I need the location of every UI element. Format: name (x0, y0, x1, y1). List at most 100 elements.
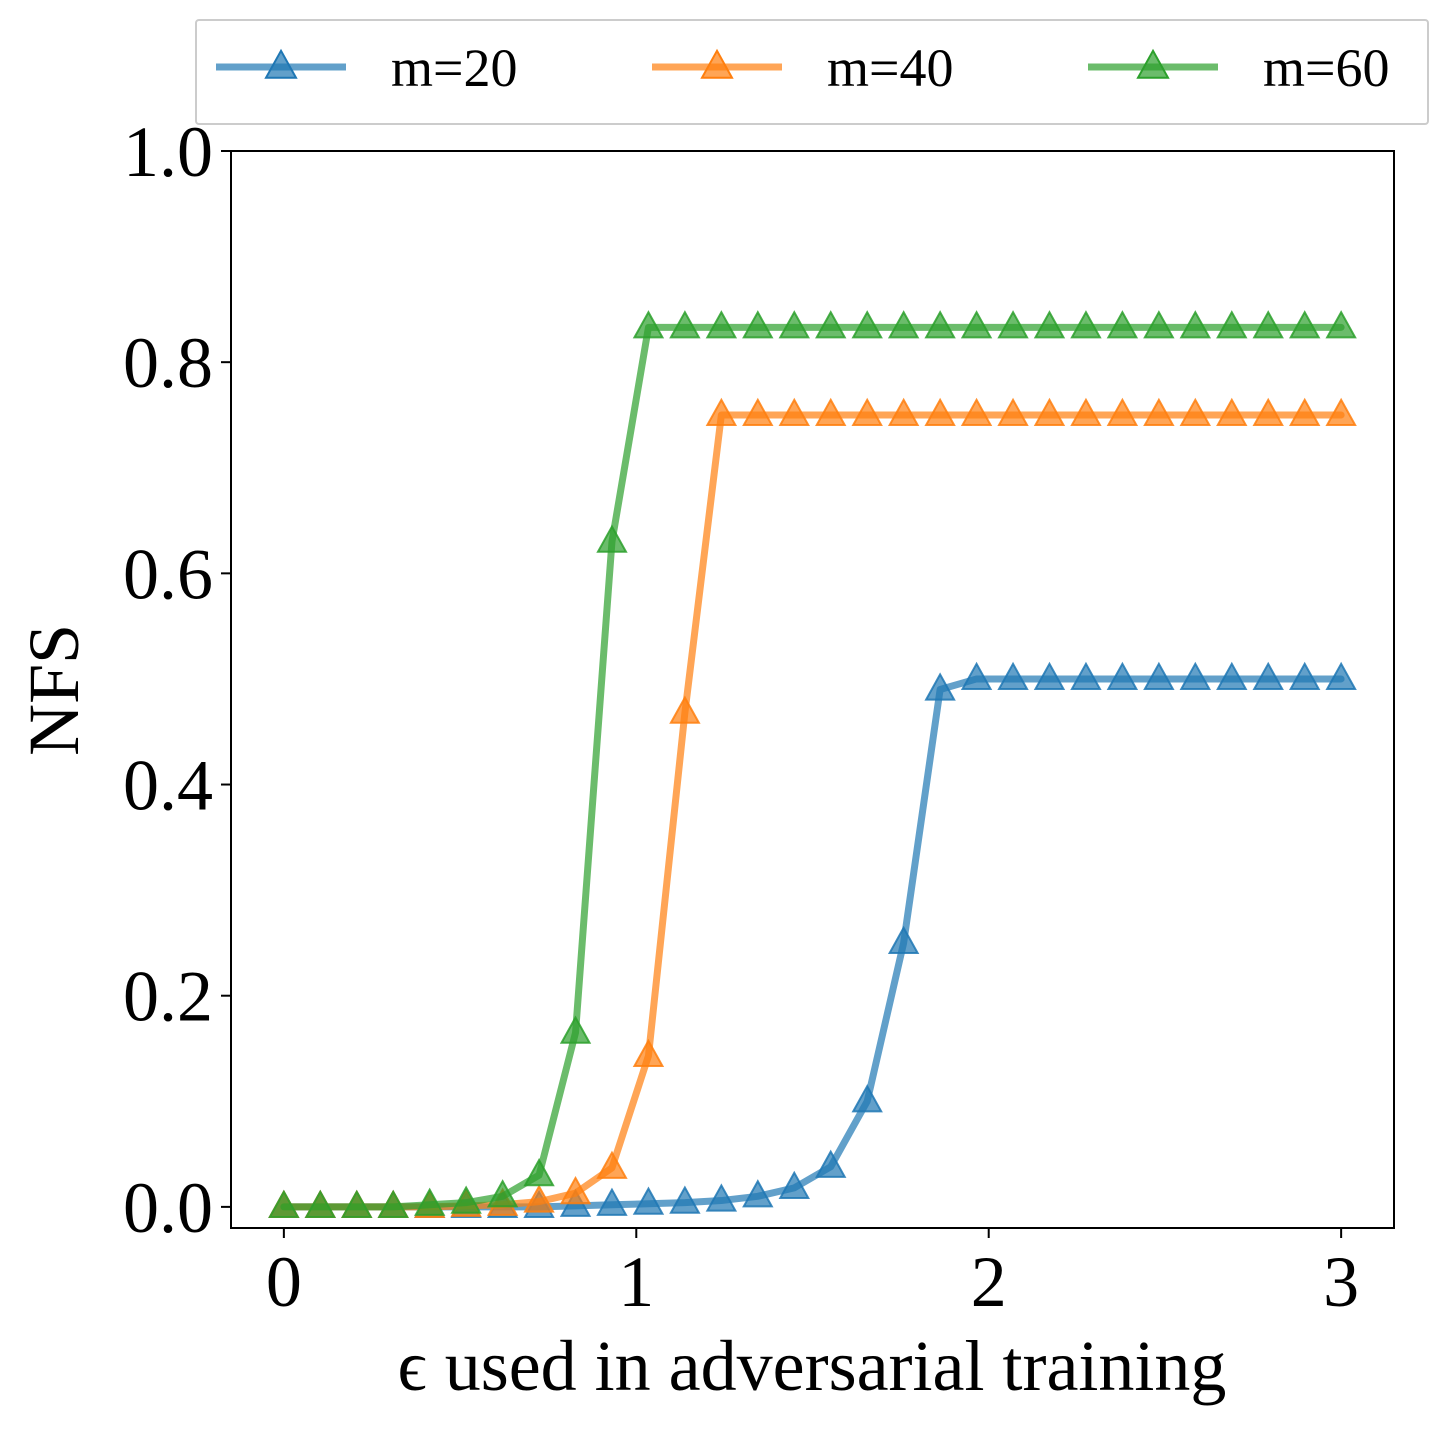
data-point-marker (413, 1187, 446, 1216)
data-point-marker (742, 310, 774, 339)
data-point-marker (924, 310, 956, 339)
data-point-marker (632, 1186, 665, 1215)
data-point-marker (523, 1158, 555, 1187)
data-point-marker (960, 310, 993, 339)
data-point-marker (815, 397, 847, 427)
legend-label: m=40 (827, 38, 953, 98)
data-point-marker (1216, 397, 1248, 427)
series-m=40 (268, 397, 1357, 1218)
data-point-marker (1179, 397, 1212, 427)
data-point-marker (1070, 310, 1102, 339)
data-point-marker (960, 397, 993, 427)
data-point-marker (486, 1179, 519, 1208)
data-point-marker (851, 397, 883, 427)
data-point-marker (705, 397, 738, 427)
data-point-marker (632, 1038, 665, 1067)
legend-marker (264, 48, 298, 79)
data-point-marker (887, 925, 920, 954)
data-point-marker (1143, 397, 1175, 427)
data-point-marker (997, 661, 1029, 691)
series-line (280, 323, 1345, 1211)
data-point-marker (304, 1189, 337, 1218)
y-tick-label: 0.8 (123, 323, 213, 403)
data-point-marker (559, 1175, 592, 1205)
data-point-marker (1106, 310, 1139, 339)
data-point-marker (1143, 661, 1175, 691)
data-point-marker (596, 524, 628, 553)
data-point-marker (523, 1184, 555, 1213)
plot-frame (230, 150, 1395, 1229)
data-point-marker (778, 1170, 810, 1199)
legend-label: m=60 (1263, 38, 1389, 98)
data-point-marker (1216, 310, 1248, 339)
data-point-marker (632, 310, 665, 339)
data-point-marker (851, 1084, 883, 1113)
data-point-marker (559, 1015, 592, 1044)
data-point-marker (851, 310, 883, 339)
data-point-marker (924, 397, 956, 427)
legend-marker (700, 48, 734, 79)
data-point-marker (778, 397, 810, 427)
data-point-marker (669, 310, 701, 339)
y-tick-label: 0.4 (123, 746, 213, 826)
data-point-marker (997, 397, 1029, 427)
data-point-marker (377, 1189, 409, 1218)
series-m=60 (268, 310, 1357, 1218)
legend-entry: m=60 (1088, 38, 1389, 98)
y-axis-label: NFS (14, 624, 94, 756)
y-tick-label: 0.2 (123, 957, 213, 1037)
y-tick-label: 1.0 (123, 112, 213, 192)
data-point-marker (1288, 661, 1321, 691)
data-point-marker (778, 310, 810, 339)
data-point-marker (596, 1150, 628, 1179)
data-point-marker (1252, 397, 1284, 427)
data-point-marker (924, 672, 956, 701)
data-point-marker (887, 397, 920, 427)
data-point-marker (1070, 397, 1102, 427)
data-point-marker (450, 1185, 482, 1214)
data-point-marker (887, 310, 920, 339)
data-point-marker (1325, 397, 1357, 427)
data-point-marker (742, 397, 774, 427)
x-tick-label: 1 (618, 1242, 654, 1322)
y-tick-label: 0.0 (123, 1168, 213, 1248)
data-point-marker (705, 1183, 738, 1212)
data-point-marker (1143, 310, 1175, 339)
legend-entries: m=20 m=40 m=60 (216, 38, 1389, 98)
data-point-marker (1216, 661, 1248, 691)
data-point-marker (997, 310, 1029, 339)
legend-frame (195, 19, 1429, 125)
y-tick-label: 0.6 (123, 534, 213, 614)
x-tick-label: 0 (266, 1242, 302, 1322)
data-point-marker (1179, 661, 1212, 691)
data-point-marker (1252, 661, 1284, 691)
data-point-marker (815, 1149, 847, 1178)
data-point-marker (669, 1185, 701, 1214)
data-point-marker (1179, 310, 1212, 339)
series-layer (268, 310, 1357, 1218)
data-point-marker (1033, 397, 1066, 427)
x-tick-label: 2 (971, 1242, 1007, 1322)
x-tick-label: 3 (1323, 1242, 1359, 1322)
ticks-layer: 0 1 2 3 0.0 0.2 0.4 0.6 0.8 1.0 (123, 112, 1359, 1322)
data-point-marker (742, 1179, 774, 1208)
data-point-marker (1070, 661, 1102, 691)
data-point-marker (1252, 310, 1284, 339)
data-point-marker (341, 1189, 373, 1218)
data-point-marker (1106, 661, 1139, 691)
legend-entry: m=20 (216, 38, 517, 98)
series-m=20 (268, 661, 1357, 1218)
data-point-marker (669, 695, 701, 724)
data-point-marker (1033, 661, 1066, 691)
data-point-marker (960, 661, 993, 691)
data-point-marker (268, 1189, 300, 1218)
data-point-marker (815, 310, 847, 339)
data-point-marker (1325, 310, 1357, 339)
legend-marker (1136, 48, 1170, 79)
series-line (280, 411, 1345, 1211)
data-point-marker (1106, 397, 1139, 427)
data-point-marker (1288, 310, 1321, 339)
data-point-marker (596, 1187, 628, 1216)
data-point-marker (1033, 310, 1066, 339)
